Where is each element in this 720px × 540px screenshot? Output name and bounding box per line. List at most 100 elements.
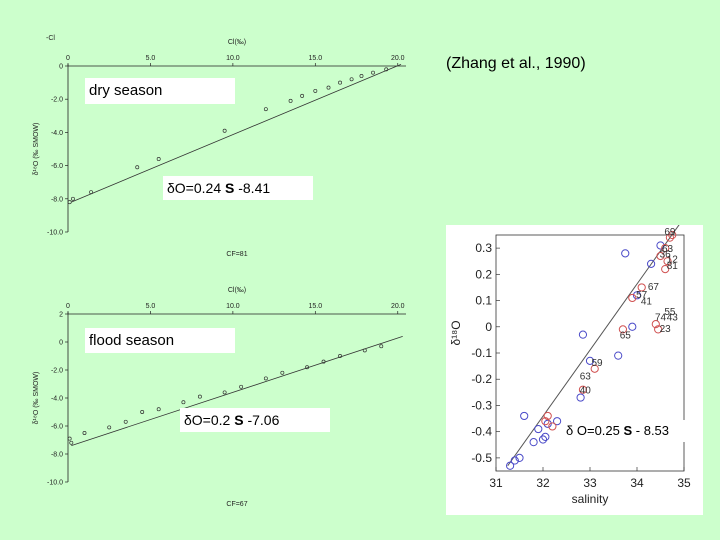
salinity-equation: δ O=0.25 S - 8.53	[566, 420, 696, 442]
y-tick-label: 0	[485, 320, 492, 334]
point-annotation: 41	[641, 297, 653, 308]
data-point	[338, 354, 342, 358]
y-axis-label: δ¹⁸O (‰ SMOW)	[33, 123, 40, 176]
data-point	[541, 432, 550, 442]
data-point	[70, 196, 75, 201]
y-tick-label: -6.0	[51, 424, 63, 431]
y-tick-label: -0.2	[471, 372, 492, 386]
x-tick-label: 33	[583, 476, 597, 490]
equation-prefix: O=0.24	[174, 180, 225, 196]
point-annotation: 63	[580, 371, 592, 382]
point-annotation: 40	[580, 386, 592, 397]
data-point	[654, 325, 663, 334]
top-axis-title: Cl(‰)	[228, 39, 246, 46]
data-point	[222, 128, 227, 133]
x-tick-label: 10.0	[226, 55, 240, 62]
data-point	[651, 320, 660, 329]
point-annotation: 59	[591, 358, 603, 369]
y-tick-label: -0.1	[471, 346, 492, 360]
salinity-chart-panel: 31 32 33 34 35 0.3 0.2 0.1 0 -0.1 -0.2 -0.3 -0.4 -0.5…	[446, 224, 703, 515]
y-tick-label: -6.0	[51, 163, 63, 170]
point-annotation: 81	[667, 261, 679, 272]
data-point	[321, 359, 326, 364]
data-point	[665, 233, 674, 242]
data-point	[553, 417, 562, 426]
point-annotation: 65	[620, 331, 632, 342]
equation-variable: S	[623, 423, 633, 438]
data-point	[647, 259, 656, 268]
data-point	[305, 365, 310, 370]
data-point	[67, 436, 72, 441]
y-axis-label: δ¹⁸O (‰ SMOW)	[33, 372, 40, 425]
data-point	[326, 85, 331, 90]
y-tick-label: -0.3	[471, 398, 492, 412]
data-point	[197, 394, 202, 399]
x-tick-label: 10.0	[226, 303, 240, 310]
citation: (Zhang et al., 1990)	[446, 55, 586, 72]
data-point	[181, 400, 186, 405]
data-point	[263, 376, 268, 381]
data-point	[89, 190, 94, 195]
data-point	[506, 461, 515, 470]
data-point	[520, 411, 529, 421]
y-tick-label: -2.0	[51, 97, 63, 104]
data-point	[222, 390, 227, 395]
x-tick-label: 0	[66, 303, 70, 310]
data-point	[135, 165, 140, 170]
point-annotation: 55	[664, 307, 676, 318]
y-tick-label: 0	[59, 340, 63, 347]
fit-line	[71, 336, 403, 446]
x-tick-label: 20.0	[391, 303, 405, 310]
data-point	[656, 251, 665, 261]
y-tick-label: -0.4	[471, 425, 492, 439]
bottom-note: CF=67	[226, 501, 247, 508]
equation-suffix: - 8.53	[632, 423, 670, 438]
y-tick-label: -4.0	[51, 130, 63, 137]
data-point	[82, 431, 87, 435]
equation-suffix: -7.06	[243, 412, 280, 428]
data-point	[628, 293, 637, 303]
salinity-chart: 31 32 33 34 35 0.3 0.2 0.1 0 -0.1 -0.2 -0.3 -0.4 -0.5…	[449, 224, 691, 506]
y-tick-label: 0.3	[475, 241, 492, 255]
equation-prefix: O=0.2	[191, 412, 235, 428]
y-tick-label: 0	[59, 64, 63, 71]
data-point	[632, 291, 642, 300]
data-point	[239, 384, 244, 389]
x-tick-label: 15.0	[309, 55, 323, 62]
x-tick-label: 32	[536, 476, 550, 490]
data-point	[661, 264, 670, 274]
data-point	[300, 93, 305, 98]
data-point	[590, 364, 599, 373]
x-tick-label: 5.0	[146, 303, 156, 310]
point-annotation: 69	[664, 227, 676, 238]
equation-variable: S	[234, 412, 244, 428]
data-point	[661, 244, 670, 253]
y-tick-label: -8.0	[51, 452, 63, 459]
point-annotation: 36	[660, 249, 672, 260]
data-point	[359, 74, 364, 78]
x-tick-label: 20.0	[391, 55, 405, 62]
data-point	[576, 393, 585, 402]
y-tick-label: -8.0	[51, 196, 63, 203]
data-point	[543, 411, 552, 421]
data-point	[614, 351, 623, 360]
data-point	[534, 424, 543, 434]
dry-season-equation: δO=0.24 S -8.41	[163, 176, 313, 200]
data-point	[263, 107, 268, 112]
data-point	[379, 344, 384, 349]
data-point	[371, 70, 375, 75]
point-annotation: 74	[655, 312, 667, 323]
x-tick-label: 15.0	[309, 303, 323, 310]
equation-suffix: -8.41	[234, 180, 271, 196]
x-tick-label: 34	[630, 476, 644, 490]
data-point	[578, 385, 588, 394]
x-tick-label: 31	[489, 476, 503, 490]
corner-label: -Cl	[46, 35, 55, 42]
data-point	[510, 456, 519, 465]
delta-symbol: δ	[184, 412, 192, 428]
data-point	[107, 425, 112, 430]
data-point	[529, 438, 538, 447]
point-annotation: 23	[660, 324, 672, 335]
y-tick-label: -10.0	[47, 230, 63, 237]
data-point	[338, 80, 342, 85]
